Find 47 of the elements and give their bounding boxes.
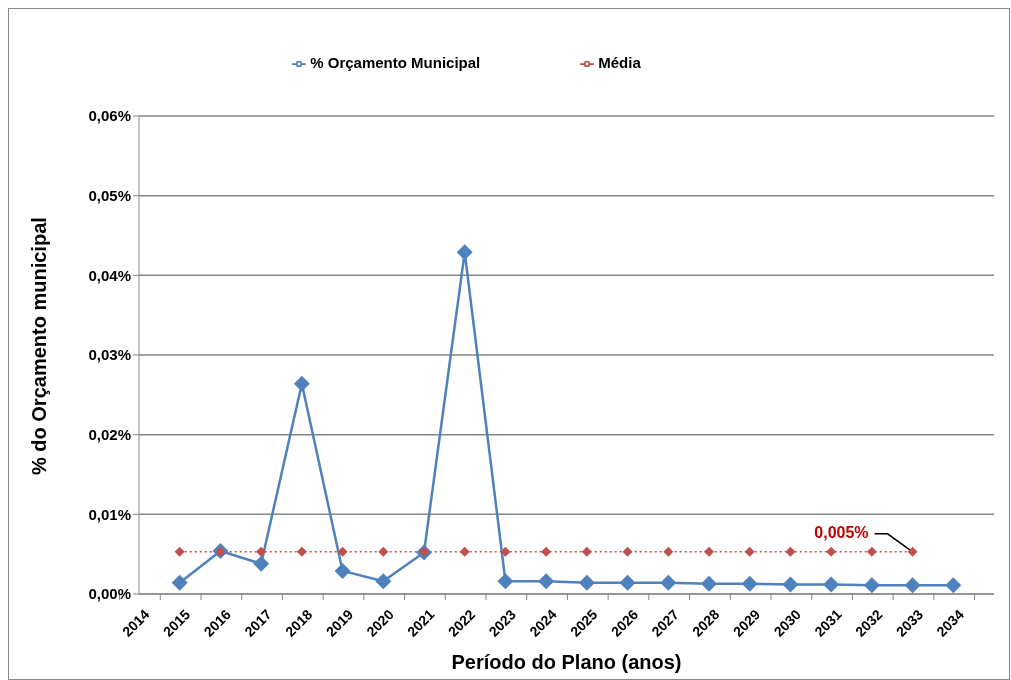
x-axis-title: Período do Plano (anos) <box>451 651 682 673</box>
y-tick-label: 0,04% <box>88 266 131 284</box>
point <box>866 546 877 557</box>
point <box>497 573 514 590</box>
point <box>945 577 962 594</box>
legend-label: % Orçamento Municipal <box>310 54 481 71</box>
y-tick-label: 0,03% <box>88 346 131 364</box>
point <box>578 574 595 591</box>
point <box>826 546 837 557</box>
point <box>293 375 310 392</box>
point <box>701 575 717 592</box>
point <box>538 573 555 590</box>
point <box>619 574 636 591</box>
point <box>741 575 758 592</box>
point <box>541 546 552 557</box>
y-axis-title: % do Orçamento municipal <box>28 217 51 476</box>
point <box>334 562 351 579</box>
point <box>660 574 677 591</box>
point <box>581 546 592 557</box>
point <box>378 546 389 557</box>
point <box>823 576 840 593</box>
legend-label: Média <box>598 54 641 71</box>
point <box>256 546 267 557</box>
annotation: 0,005% <box>814 523 869 541</box>
y-tick-label: 0,05% <box>88 187 131 205</box>
point <box>500 546 511 557</box>
point <box>744 546 755 557</box>
point <box>174 546 185 557</box>
point <box>863 577 880 594</box>
point <box>622 546 633 557</box>
point <box>171 574 188 591</box>
y-tick-label: 0,00% <box>88 585 131 603</box>
point <box>375 573 392 590</box>
point <box>253 555 270 572</box>
point <box>337 546 348 557</box>
point <box>782 576 799 593</box>
point <box>459 546 470 557</box>
y-tick-label: 0,06% <box>88 107 131 125</box>
point <box>785 546 796 557</box>
y-tick-label: 0,02% <box>88 426 131 443</box>
point <box>904 577 921 594</box>
point <box>704 546 714 557</box>
point <box>456 244 473 261</box>
point <box>296 546 307 557</box>
y-tick-label: 0,01% <box>88 505 131 523</box>
point <box>907 546 918 557</box>
point <box>663 546 674 557</box>
